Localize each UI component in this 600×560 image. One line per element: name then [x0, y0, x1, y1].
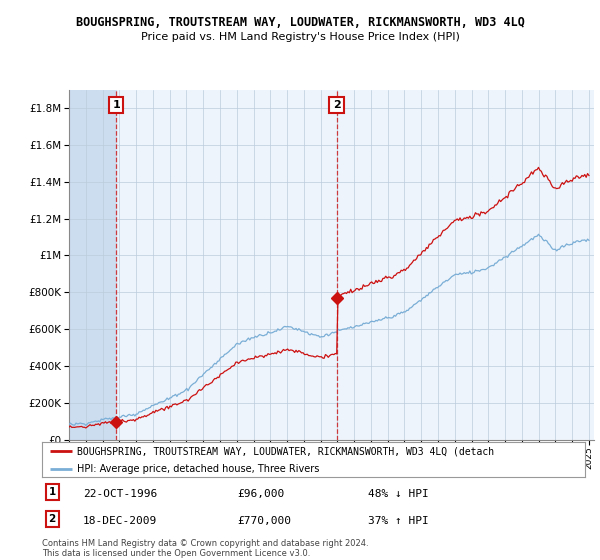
Text: Contains HM Land Registry data © Crown copyright and database right 2024.
This d: Contains HM Land Registry data © Crown c… [42, 539, 368, 558]
Text: 48% ↓ HPI: 48% ↓ HPI [368, 489, 428, 499]
Text: 2: 2 [49, 514, 56, 524]
Text: BOUGHSPRING, TROUTSTREAM WAY, LOUDWATER, RICKMANSWORTH, WD3 4LQ (detach: BOUGHSPRING, TROUTSTREAM WAY, LOUDWATER,… [77, 446, 494, 456]
Text: 37% ↑ HPI: 37% ↑ HPI [368, 516, 428, 526]
Text: £96,000: £96,000 [238, 489, 285, 499]
Text: £770,000: £770,000 [238, 516, 292, 526]
Text: 2: 2 [333, 100, 341, 110]
Text: BOUGHSPRING, TROUTSTREAM WAY, LOUDWATER, RICKMANSWORTH, WD3 4LQ: BOUGHSPRING, TROUTSTREAM WAY, LOUDWATER,… [76, 16, 524, 29]
Text: 1: 1 [112, 100, 120, 110]
Text: 18-DEC-2009: 18-DEC-2009 [83, 516, 157, 526]
Text: 1: 1 [49, 487, 56, 497]
Bar [69, 90, 116, 440]
Text: 22-OCT-1996: 22-OCT-1996 [83, 489, 157, 499]
Text: Price paid vs. HM Land Registry's House Price Index (HPI): Price paid vs. HM Land Registry's House … [140, 32, 460, 42]
Text: HPI: Average price, detached house, Three Rivers: HPI: Average price, detached house, Thre… [77, 464, 320, 474]
